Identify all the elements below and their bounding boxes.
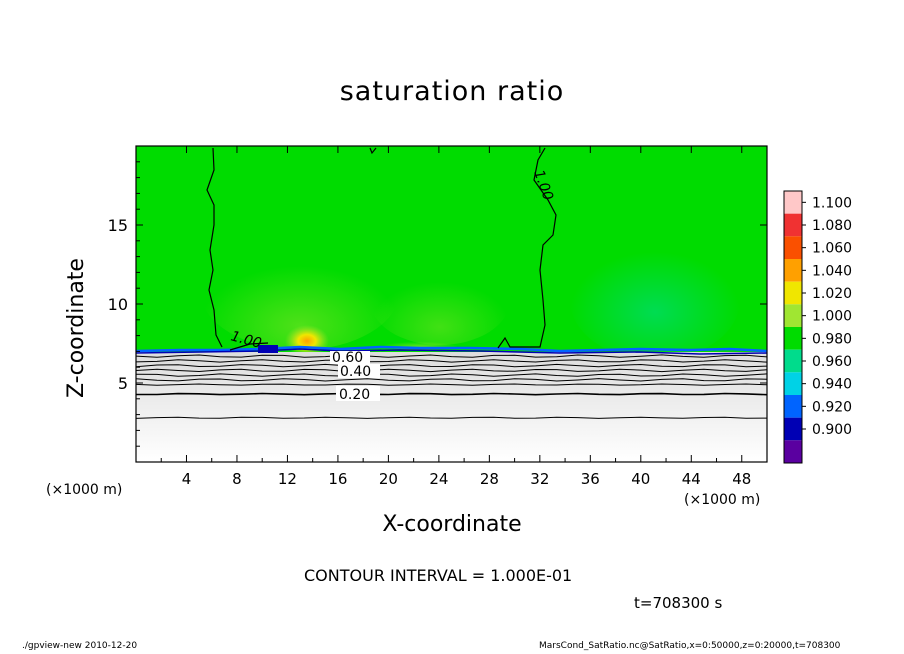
contour-line-1.00-small: [369, 147, 377, 155]
colorbar-swatch: [784, 440, 802, 463]
colorbar-label: 0.960: [812, 354, 852, 370]
y-tick-label: 15: [108, 216, 128, 235]
x-tick-label: 36: [581, 470, 600, 488]
contour-line: [135, 354, 768, 358]
colorbar-label: 1.100: [812, 195, 852, 211]
colorbar-label: 0.900: [812, 422, 852, 438]
contour-label-bg: [338, 364, 380, 378]
colorbar: 1.100 1.080 1.060 1.040 1.020 1.000 0.980 0.960…: [783, 190, 852, 464]
contour-line: [135, 359, 768, 363]
x-tick-label: 20: [379, 470, 398, 488]
saturation-boundary-dark: [135, 348, 768, 355]
colorbar-frame: [783, 190, 803, 464]
footer-right: MarsCond_SatRatio.nc@SatRatio,x=0:50000,…: [539, 641, 841, 651]
contour-label: 0.40: [340, 364, 371, 380]
x-tick-label: 44: [682, 470, 701, 488]
colorbar-swatch: [784, 213, 802, 237]
contour-label-bg: [330, 351, 370, 364]
y-tick-label: 5: [118, 374, 128, 393]
contour-line-1.00-right: [497, 147, 557, 349]
field-low-region-right: [570, 240, 740, 360]
low-patch: [258, 345, 278, 353]
contour-line: [136, 392, 768, 396]
contour-line: [135, 368, 768, 373]
field-high-region-left: [200, 230, 400, 350]
colorbar-label: 1.020: [812, 286, 852, 302]
colorbar-swatch: [784, 259, 802, 282]
saturation-boundary: [135, 345, 768, 353]
contour-line: [135, 383, 768, 386]
colorbar-label: 1.080: [812, 218, 852, 234]
contour-lines-lower: [135, 354, 768, 419]
colorbar-label: 1.000: [812, 309, 852, 325]
colorbar-swatch: [784, 417, 802, 441]
field-high-region-mid: [370, 255, 510, 345]
x-tick-label: 32: [530, 470, 549, 488]
contour-label: 0.60: [332, 350, 363, 366]
colorbar-swatch: [784, 327, 802, 350]
contour-line: [135, 378, 768, 382]
x-tick-label: 48: [732, 470, 751, 488]
x-tick-label: 40: [631, 470, 650, 488]
chart-title: saturation ratio: [339, 76, 565, 107]
field-lower-layer: [136, 352, 767, 462]
colorbar-swatch: [784, 236, 802, 259]
contour-label: 1.00: [229, 328, 263, 352]
x-tick-label: 8: [232, 470, 242, 488]
x-tick-label: 16: [328, 470, 347, 488]
contour-line: [135, 416, 768, 419]
colorbar-swatch: [784, 281, 802, 305]
contour-line: [135, 373, 768, 377]
contour-interval-note: CONTOUR INTERVAL = 1.000E-01: [304, 566, 573, 585]
contour-line-1.00-left: [206, 147, 223, 348]
y-tick-label: 10: [108, 295, 128, 314]
x-tick-label: 24: [429, 470, 448, 488]
x-tick-label: 4: [182, 470, 192, 488]
colorbar-label: 1.060: [812, 241, 852, 257]
contour-label: 0.20: [339, 387, 370, 403]
colorbar-swatch: [784, 395, 802, 418]
colorbar-swatch: [784, 304, 802, 327]
y-axis-label: Z-coordinate: [64, 258, 89, 398]
x-unit-label-right: (×1000 m): [684, 492, 761, 508]
colorbar-label: 0.980: [812, 331, 852, 347]
contour-label-bg: [336, 386, 380, 401]
contour-line: [135, 363, 768, 368]
colorbar-swatch: [784, 191, 802, 214]
colorbar-swatch: [784, 349, 802, 373]
colorbar-label: 0.940: [812, 377, 852, 393]
colorbar-swatch: [784, 372, 802, 395]
footer-left: ./gpview-new 2010-12-20: [22, 641, 138, 651]
x-axis-label: X-coordinate: [382, 512, 522, 537]
colorbar-label: 0.920: [812, 399, 852, 415]
x-tick-label: 12: [278, 470, 297, 488]
x-tick-label: 28: [480, 470, 499, 488]
x-unit-label: (×1000 m): [46, 482, 123, 498]
contour-line-1.00-bottom: [229, 342, 269, 351]
colorbar-label: 1.040: [812, 263, 852, 279]
time-label: t=708300 s: [634, 594, 723, 612]
